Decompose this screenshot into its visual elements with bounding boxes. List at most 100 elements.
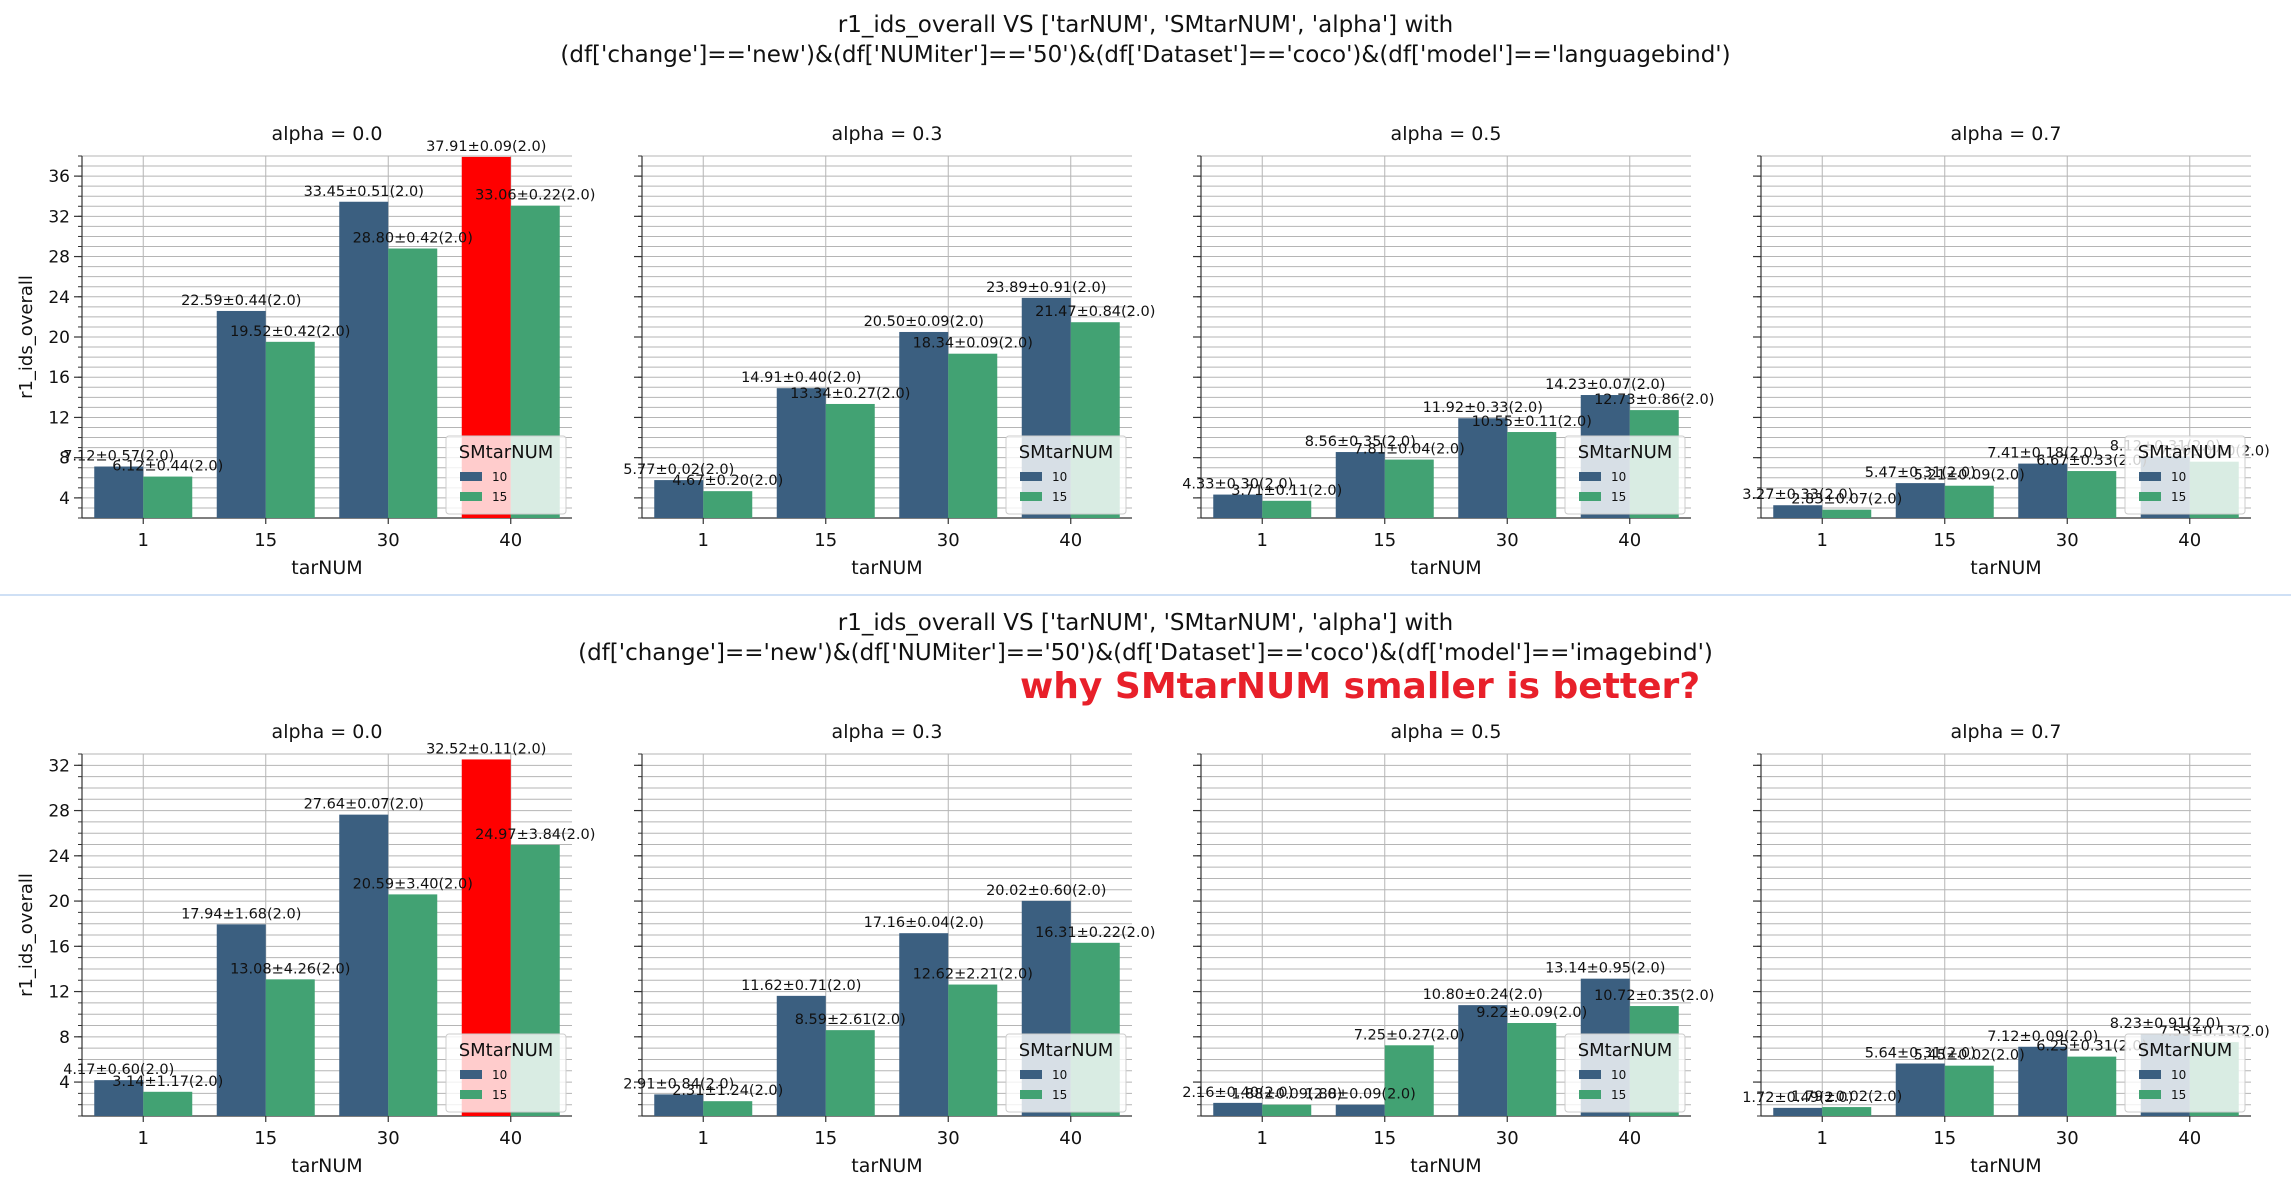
data-label: 12.73±0.86(2.0)	[1594, 392, 1714, 408]
x-tick-label: 30	[377, 1128, 400, 1149]
data-label: 11.62±0.71(2.0)	[741, 978, 861, 994]
bar-series-1-cat-1	[143, 476, 193, 518]
bar-series-1-cat-15	[265, 341, 315, 518]
legend-swatch-15	[2139, 1090, 2161, 1099]
legend-swatch-15	[2139, 492, 2161, 501]
legend-entry-15: 15	[492, 490, 507, 504]
bar-series-0-cat-30	[899, 331, 949, 518]
data-label: 20.02±0.60(2.0)	[986, 883, 1106, 899]
y-tick-label: 24	[48, 847, 70, 867]
data-label: 14.23±0.07(2.0)	[1545, 377, 1665, 393]
data-label: 27.64±0.07(2.0)	[304, 797, 424, 813]
x-tick-label: 30	[937, 530, 960, 551]
x-tick-label: 1	[138, 530, 149, 551]
data-label: 3.14±1.17(2.0)	[112, 1074, 223, 1090]
data-label: 33.06±0.22(2.0)	[475, 188, 595, 204]
y-axis-label: r1_ids_overall	[16, 873, 37, 997]
bar-series-0-cat-15	[216, 310, 266, 518]
figure-title-line1: r1_ids_overall VS ['tarNUM', 'SMtarNUM',…	[837, 12, 1454, 38]
bar-series-1-cat-15	[1944, 1065, 1994, 1116]
panel-title: alpha = 0.7	[1951, 123, 2062, 145]
bar-series-1-cat-30	[388, 894, 438, 1116]
y-tick-label: 28	[48, 802, 70, 822]
bar-series-1-cat-15	[1944, 485, 1994, 518]
data-label: 37.91±0.09(2.0)	[426, 139, 546, 155]
data-label: 7.12±0.57(2.0)	[63, 449, 174, 465]
y-tick-label: 8	[59, 449, 70, 469]
legend-entry-15: 15	[2171, 490, 2186, 504]
legend-swatch-10	[1020, 472, 1042, 481]
legend-entry-15: 15	[2171, 1088, 2186, 1102]
legend-swatch-15	[1020, 492, 1042, 501]
bar-series-1-cat-15	[825, 403, 875, 518]
data-label: 33.45±0.51(2.0)	[304, 184, 424, 200]
figure-title-line2: (df['change']=='new')&(df['NUMiter']=='5…	[578, 640, 1713, 666]
legend-entry-10: 10	[1611, 1068, 1626, 1082]
data-label: 20.50±0.09(2.0)	[864, 314, 984, 330]
legend-entry-10: 10	[2171, 470, 2186, 484]
legend-entry-10: 10	[1052, 1068, 1067, 1082]
figure-imagebind: r1_ids_overall VS ['tarNUM', 'SMtarNUM',…	[0, 594, 2291, 1189]
x-axis-label: tarNUM	[1410, 1155, 1481, 1177]
x-axis-label: tarNUM	[1970, 1155, 2041, 1177]
data-label: 20.59±3.40(2.0)	[353, 876, 473, 892]
data-label: 8.23±0.91(2.0)	[2110, 1016, 2221, 1032]
x-axis-label: tarNUM	[291, 1155, 362, 1177]
legend-entry-10: 10	[492, 1068, 507, 1082]
legend-title: SMtarNUM	[1019, 1040, 1114, 1061]
data-label: 10.72±0.35(2.0)	[1594, 988, 1714, 1004]
data-label: 7.12±0.09(2.0)	[1987, 1029, 2098, 1045]
data-label: 2.31±1.24(2.0)	[672, 1083, 783, 1099]
data-label: 1.88±0.09(2.0)	[1231, 1087, 1342, 1103]
data-label: 14.91±0.40(2.0)	[741, 370, 861, 386]
figure-title-line2: (df['change']=='new')&(df['NUMiter']=='5…	[560, 42, 1731, 68]
x-tick-label: 15	[1933, 530, 1956, 551]
legend-entry-15: 15	[1052, 1088, 1067, 1102]
legend-entry-15: 15	[1611, 490, 1626, 504]
data-label: 4.17±0.60(2.0)	[63, 1062, 174, 1078]
bar-series-0-cat-15	[1335, 452, 1385, 518]
panel-1: alpha = 0.3 1 15 30 40 2.91±0.84(2.0)2.31±1.2…	[623, 721, 1155, 1177]
bar-series-1-cat-1	[1822, 509, 1872, 518]
data-label: 5.47±0.31(2.0)	[1865, 465, 1976, 481]
bar-series-0-cat-30	[2018, 1046, 2068, 1116]
x-tick-label: 1	[698, 530, 709, 551]
panel-3: alpha = 0.7 1 15 30 40 1.72±0.49(2.0)1.79±0.0…	[1742, 721, 2270, 1177]
bar-series-0-cat-1	[94, 1080, 144, 1116]
bar-series-0-cat-1	[94, 466, 144, 518]
legend-swatch-15	[460, 492, 482, 501]
bar-series-0-cat-15	[776, 995, 826, 1116]
data-label: 8.59±2.61(2.0)	[795, 1012, 906, 1028]
bar-series-0-cat-30	[339, 814, 389, 1116]
legend-title: SMtarNUM	[459, 1040, 554, 1061]
x-tick-label: 30	[2056, 530, 2079, 551]
x-axis-label: tarNUM	[1410, 557, 1481, 579]
bar-series-0-cat-1	[1213, 494, 1263, 518]
data-label: 18.34±0.09(2.0)	[913, 336, 1033, 352]
legend-swatch-10	[460, 1070, 482, 1079]
data-label: 10.55±0.11(2.0)	[1472, 414, 1592, 430]
data-label: 3.27±0.33(2.0)	[1742, 487, 1853, 503]
bar-series-1-cat-30	[1507, 432, 1557, 518]
x-tick-label: 30	[2056, 1128, 2079, 1149]
data-label: 16.31±0.22(2.0)	[1035, 925, 1155, 941]
legend-title: SMtarNUM	[1019, 442, 1114, 463]
legend-entry-10: 10	[1611, 470, 1626, 484]
bar-series-1-cat-30	[2067, 1056, 2117, 1116]
legend: SMtarNUM 10 15	[445, 435, 567, 515]
bar-series-1-cat-15	[1384, 459, 1434, 518]
y-tick-label: 16	[48, 368, 70, 388]
y-tick-label: 4	[59, 489, 70, 509]
x-tick-label: 15	[1373, 1128, 1396, 1149]
data-label: 11.92±0.33(2.0)	[1423, 400, 1543, 416]
data-label: 13.14±0.95(2.0)	[1545, 961, 1665, 977]
y-tick-label: 16	[48, 937, 70, 957]
x-axis-label: tarNUM	[291, 557, 362, 579]
bar-series-0-cat-15	[216, 924, 266, 1116]
y-tick-label: 20	[48, 328, 70, 348]
legend-entry-10: 10	[2171, 1068, 2186, 1082]
bar-series-1-cat-30	[2067, 471, 2117, 518]
data-label: 22.59±0.44(2.0)	[181, 293, 301, 309]
data-label: 6.67±0.33(2.0)	[2036, 453, 2147, 469]
panel-2: alpha = 0.5 1 15 30 40 4.33±0.30(2.0)3.71±0.1…	[1182, 123, 1714, 579]
